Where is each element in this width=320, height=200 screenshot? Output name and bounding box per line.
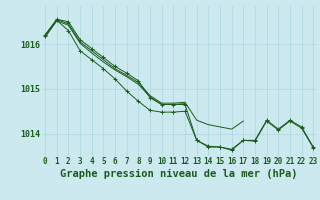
X-axis label: Graphe pression niveau de la mer (hPa): Graphe pression niveau de la mer (hPa) [60, 169, 298, 179]
